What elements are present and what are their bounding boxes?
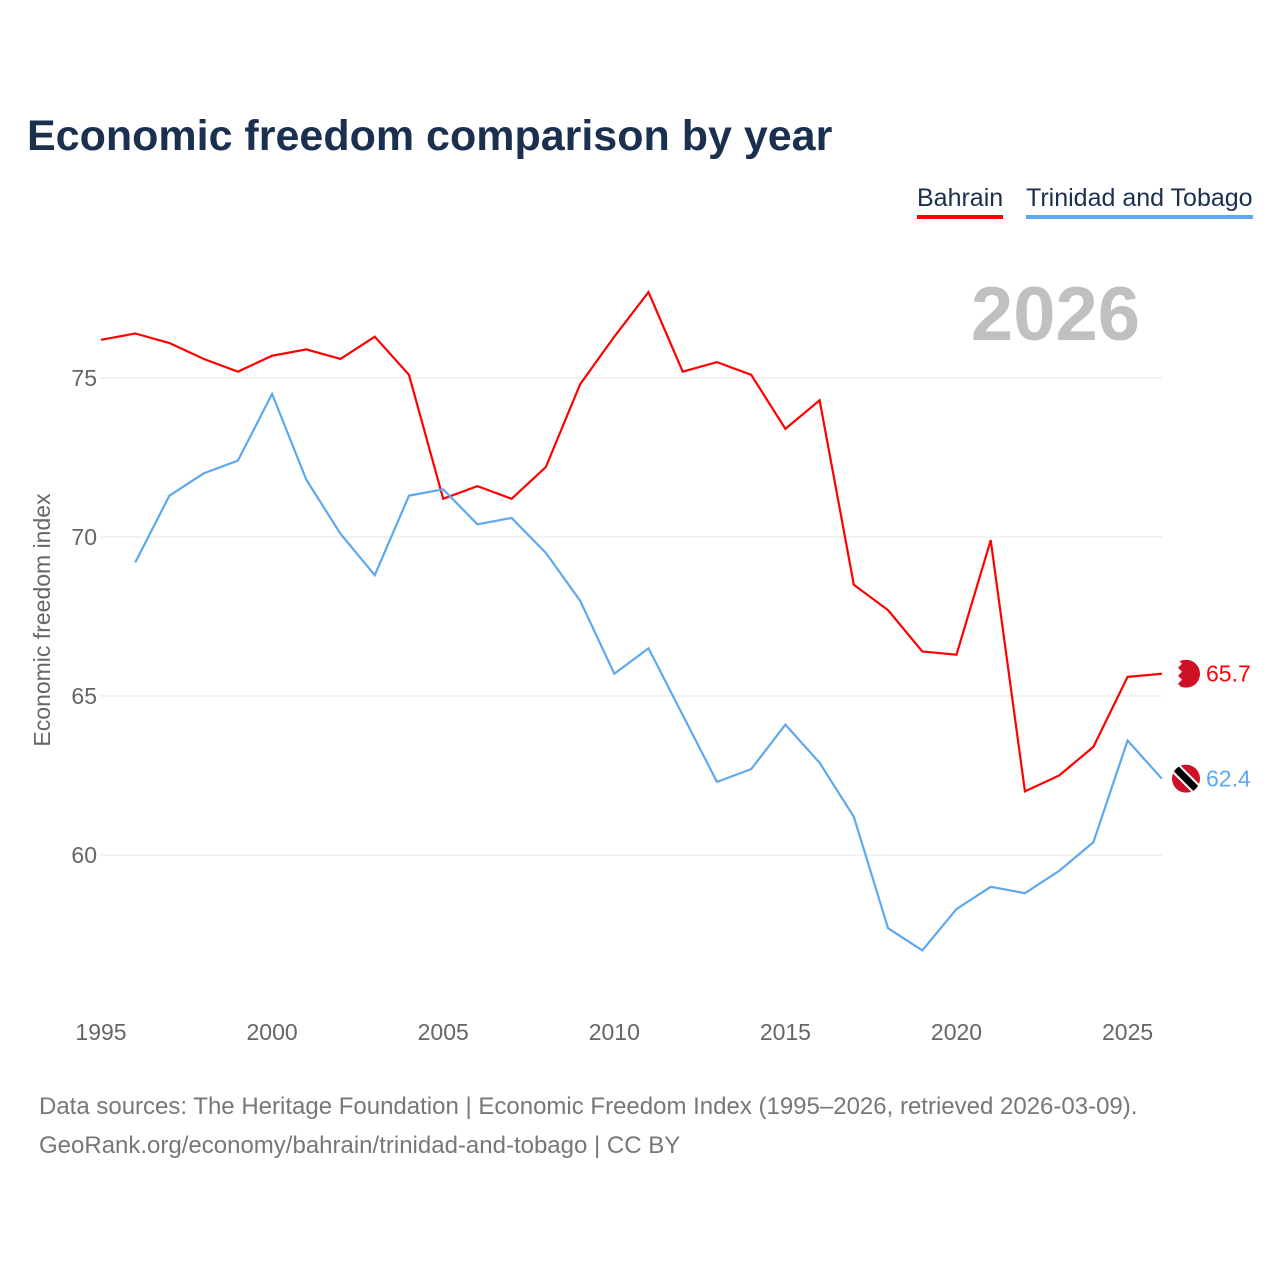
data-point: [338, 356, 344, 362]
data-point: [543, 550, 549, 556]
source-note: Data sources: The Heritage Foundation | …: [39, 1087, 1137, 1165]
data-point: [611, 671, 617, 677]
y-tick-label: 70: [71, 524, 97, 550]
data-point: [714, 779, 720, 785]
data-point: [817, 397, 823, 403]
data-point: [919, 947, 925, 953]
data-point: [1090, 744, 1096, 750]
data-point: [1056, 773, 1062, 779]
data-point: [338, 531, 344, 537]
data-point: [577, 598, 583, 604]
data-point: [440, 486, 446, 492]
data-point: [1159, 776, 1165, 782]
data-point: [680, 369, 686, 375]
data-point: [98, 337, 104, 343]
data-point: [748, 766, 754, 772]
data-point: [269, 353, 275, 359]
data-point: [132, 330, 138, 336]
data-point: [1125, 674, 1131, 680]
y-tick-label: 65: [71, 683, 97, 709]
x-tick-label: 2010: [589, 1019, 640, 1045]
data-point: [680, 712, 686, 718]
data-point: [372, 572, 378, 578]
x-tick-label: 2005: [418, 1019, 469, 1045]
data-point: [1159, 671, 1165, 677]
x-tick-label: 2020: [931, 1019, 982, 1045]
data-point: [714, 359, 720, 365]
x-tick-label: 2025: [1102, 1019, 1153, 1045]
data-point: [509, 515, 515, 521]
data-point: [851, 582, 857, 588]
data-point: [782, 426, 788, 432]
data-point: [885, 925, 891, 931]
data-point: [646, 645, 652, 651]
data-point: [201, 356, 207, 362]
data-point: [303, 346, 309, 352]
data-point: [988, 537, 994, 543]
data-point: [303, 477, 309, 483]
data-point: [201, 470, 207, 476]
data-point: [782, 722, 788, 728]
y-tick-label: 75: [71, 365, 97, 391]
data-point: [440, 496, 446, 502]
x-tick-label: 1995: [75, 1019, 126, 1045]
data-point: [885, 607, 891, 613]
data-point: [406, 372, 412, 378]
data-point: [166, 493, 172, 499]
data-point: [509, 496, 515, 502]
data-point: [406, 493, 412, 499]
data-point: [1125, 738, 1131, 744]
data-point: [988, 884, 994, 890]
source-line-1: Data sources: The Heritage Foundation | …: [39, 1093, 1138, 1120]
legend-bahrain[interactable]: Bahrain: [917, 184, 1004, 219]
series-line-trinidad-and-tobago: [134, 391, 1163, 952]
data-point: [474, 483, 480, 489]
chart-title: Economic freedom comparison by year: [27, 112, 833, 160]
legend-trinidad-and-tobago[interactable]: Trinidad and Tobago: [1026, 184, 1253, 219]
data-point: [1022, 788, 1028, 794]
bahrain-flag-icon: [1172, 659, 1200, 688]
trinidad-and-tobago-flag-icon: [1172, 764, 1200, 793]
data-point: [132, 559, 138, 565]
x-tick-label: 2015: [760, 1019, 811, 1045]
year-watermark: 2026: [971, 272, 1140, 357]
data-point: [474, 521, 480, 527]
source-line-2[interactable]: GeoRank.org/economy/bahrain/trinidad-and…: [39, 1132, 681, 1159]
data-point: [577, 381, 583, 387]
data-point: [748, 372, 754, 378]
data-point: [235, 369, 241, 375]
data-point: [851, 814, 857, 820]
data-point: [646, 289, 652, 295]
data-point: [1056, 868, 1062, 874]
data-point: [611, 334, 617, 340]
data-point: [166, 340, 172, 346]
y-axis-label: Economic freedom index: [29, 493, 55, 747]
data-point: [817, 760, 823, 766]
x-tick-label: 2000: [247, 1019, 298, 1045]
data-point: [954, 906, 960, 912]
data-point: [1090, 839, 1096, 845]
series-line-bahrain: [100, 289, 1162, 794]
data-point: [954, 652, 960, 658]
data-point: [269, 391, 275, 397]
y-tick-label: 60: [71, 842, 97, 868]
data-point: [372, 334, 378, 340]
data-point: [235, 458, 241, 464]
data-point: [543, 464, 549, 470]
end-value-label: 65.7: [1206, 661, 1251, 687]
data-point: [1022, 890, 1028, 896]
data-point: [919, 648, 925, 654]
end-value-label: 62.4: [1206, 766, 1251, 792]
